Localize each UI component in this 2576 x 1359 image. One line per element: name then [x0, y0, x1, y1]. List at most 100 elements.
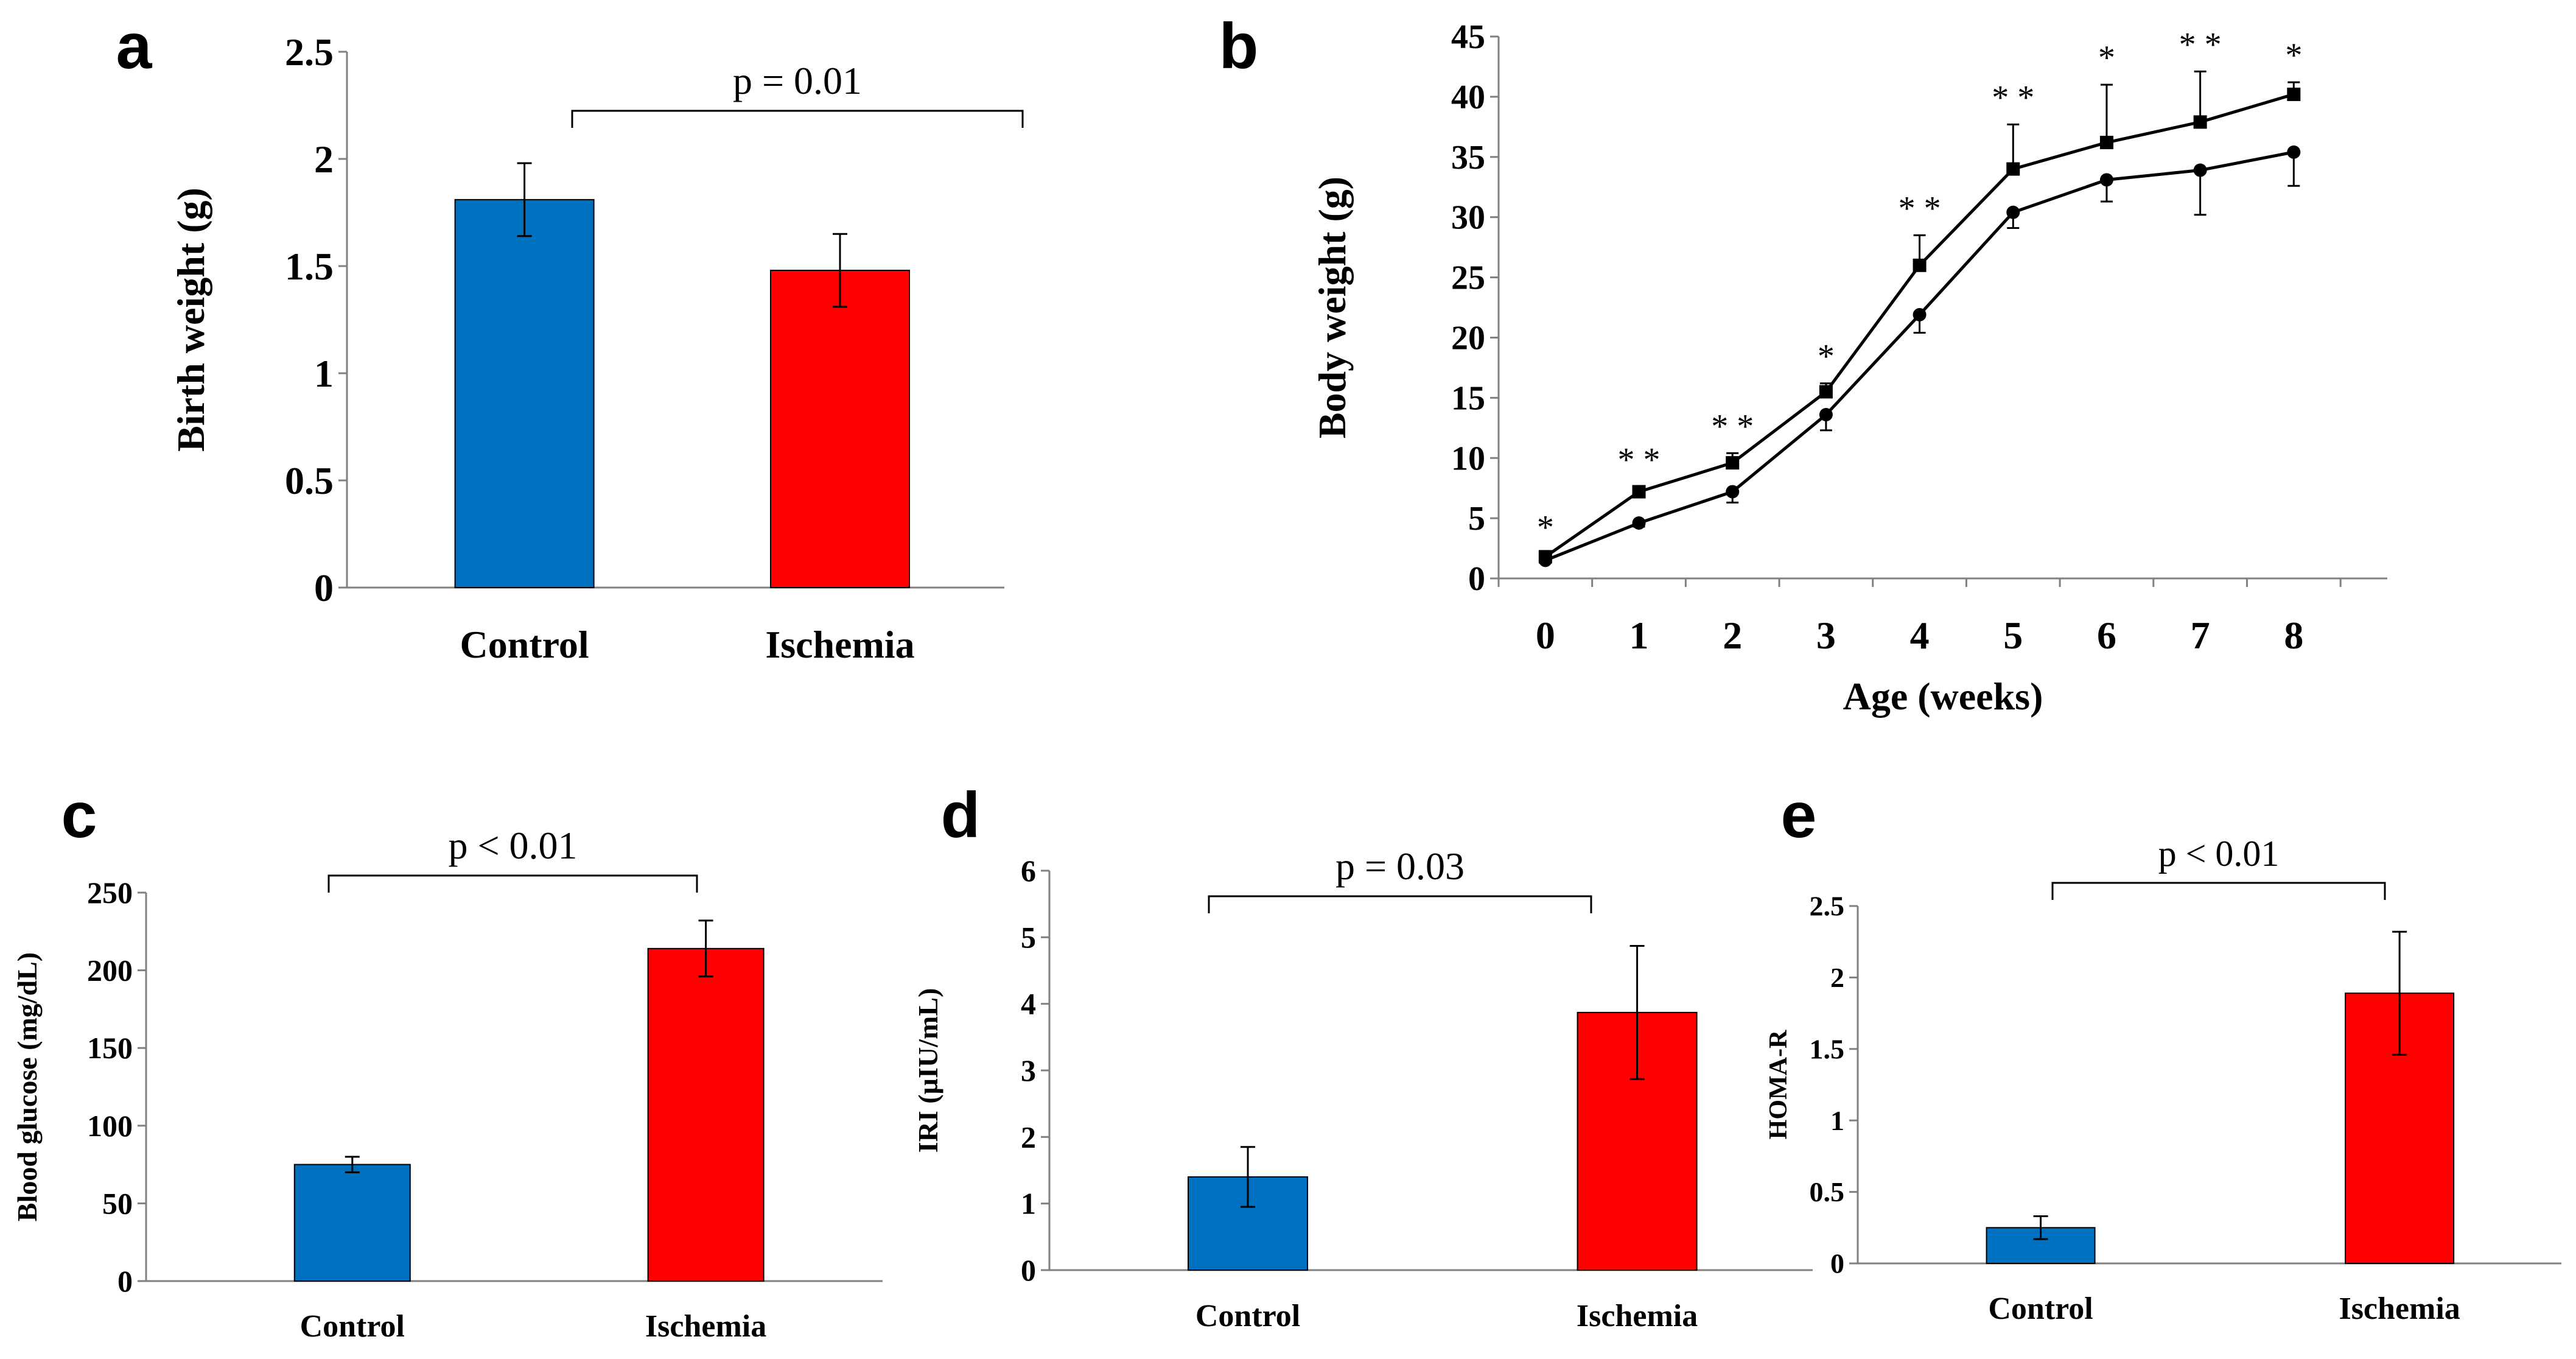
significance-marker: * * — [1711, 407, 1754, 445]
y-tick-label: 0 — [1021, 1253, 1036, 1287]
data-point-control — [2006, 162, 2020, 176]
significance-bracket — [327, 874, 698, 893]
significance-marker: * — [1537, 508, 1554, 546]
bar-control — [454, 198, 595, 588]
x-tick-label: 6 — [2097, 614, 2116, 657]
y-tick-label: 15 — [1451, 379, 1485, 417]
y-tick-label: 35 — [1451, 139, 1485, 177]
y-tick-label: 1 — [1021, 1187, 1036, 1221]
category-label: Ischemia — [2339, 1291, 2460, 1326]
data-point-control — [2193, 115, 2207, 129]
significance-marker: * — [1818, 338, 1835, 376]
data-point-control — [2099, 136, 2113, 150]
p-value-annotation: p < 0.01 — [448, 824, 577, 867]
x-tick-label: 4 — [1910, 614, 1930, 657]
data-point-ischemia — [1632, 516, 1646, 530]
x-tick-label: 7 — [2191, 614, 2210, 657]
y-tick-label: 1 — [1830, 1105, 1844, 1136]
y-tick-label: 150 — [87, 1031, 133, 1065]
y-tick-label: 0 — [117, 1264, 133, 1298]
data-point-control — [1632, 485, 1646, 499]
chart-panel-e: e 0 0.5 1 1.5 2 2.5 HOMA-R Control Ischemia p < 0.… — [1765, 779, 2561, 1326]
y-axis-label: HOMA-R — [1765, 1030, 1793, 1139]
y-tick-label: 4 — [1021, 987, 1036, 1021]
y-tick-label: 2 — [1021, 1120, 1036, 1154]
category-label: Control — [1988, 1291, 2093, 1326]
bar-control — [293, 1164, 411, 1282]
y-tick-label: 0.5 — [1810, 1176, 1845, 1207]
y-tick-label: 50 — [102, 1186, 133, 1220]
bar-ischemia — [647, 947, 765, 1282]
y-tick-label: 3 — [1021, 1053, 1036, 1087]
significance-marker: * * — [2179, 26, 2222, 63]
data-point-ischemia — [2193, 163, 2207, 177]
significance-marker: * — [2285, 37, 2302, 74]
data-point-ischemia — [1538, 553, 1552, 567]
x-tick-label: 3 — [1816, 614, 1836, 657]
y-tick-label: 30 — [1451, 199, 1485, 237]
y-tick-label: 40 — [1451, 79, 1485, 116]
y-tick-label: 1 — [314, 352, 334, 395]
x-tick-label: 0 — [1536, 614, 1555, 657]
category-label: Control — [300, 1309, 405, 1344]
chart-panel-c: c 0 50 100 150 200 250 Blood glucose (mg/dL) Con… — [12, 779, 883, 1344]
y-tick-label: 2 — [314, 138, 334, 181]
y-tick-label: 10 — [1451, 440, 1485, 477]
y-tick-label: 250 — [87, 876, 133, 910]
data-point-control — [1913, 258, 1927, 272]
data-point-control — [1726, 456, 1740, 470]
y-axis-label: Birth weight (g) — [169, 188, 212, 452]
significance-bracket — [2051, 882, 2386, 900]
y-tick-label: 0 — [314, 566, 334, 609]
bar-control — [1188, 1176, 1309, 1271]
y-tick-label: 200 — [87, 953, 133, 988]
y-tick-label: 1.5 — [1810, 1033, 1845, 1064]
y-tick-label: 0 — [1468, 560, 1485, 598]
data-point-control — [2287, 87, 2301, 101]
x-tick-label: 2 — [1723, 614, 1742, 657]
panel-letter: b — [1219, 10, 1259, 82]
data-point-control — [1819, 385, 1833, 399]
panel-letter: a — [116, 10, 153, 82]
y-tick-label: 100 — [87, 1109, 133, 1143]
y-axis-label: Blood glucose (mg/dL) — [12, 952, 43, 1221]
category-label: Ischemia — [1577, 1299, 1698, 1333]
panel-letter: c — [61, 779, 97, 851]
y-tick-label: 5 — [1468, 500, 1485, 538]
category-label: Control — [460, 623, 589, 666]
x-axis-label: Age (weeks) — [1843, 675, 2043, 718]
significance-bracket — [1208, 895, 1592, 913]
data-point-ischemia — [2099, 173, 2113, 187]
y-axis-label: Body weight (g) — [1311, 177, 1354, 438]
panel-letter: d — [941, 779, 981, 851]
x-tick-label: 5 — [2003, 614, 2023, 657]
significance-marker: * * — [1992, 79, 2034, 116]
data-point-ischemia — [1913, 307, 1927, 321]
category-label: Ischemia — [645, 1309, 766, 1344]
y-tick-label: 0 — [1830, 1248, 1844, 1279]
chart-panel-d: d 0 1 2 3 4 5 6 IRI (µIU/mL) Control Ischemia p = 0… — [912, 779, 1813, 1333]
data-point-ischemia — [2006, 205, 2020, 219]
y-tick-label: 6 — [1021, 854, 1036, 888]
data-point-ischemia — [2287, 145, 2301, 159]
y-tick-label: 1.5 — [285, 245, 334, 288]
bar-ischemia — [770, 270, 910, 589]
y-tick-label: 5 — [1021, 920, 1036, 954]
data-point-ischemia — [1819, 408, 1833, 422]
significance-marker: * * — [1899, 189, 1941, 227]
p-value-annotation: p < 0.01 — [2158, 834, 2280, 874]
y-tick-label: 2 — [1830, 962, 1844, 993]
y-tick-label: 2.5 — [285, 30, 334, 74]
y-tick-label: 20 — [1451, 319, 1485, 357]
y-tick-label: 2.5 — [1810, 891, 1845, 922]
significance-bracket — [571, 110, 1024, 128]
panel-letter: e — [1781, 779, 1817, 851]
y-tick-label: 25 — [1451, 259, 1485, 297]
significance-marker: * — [2098, 39, 2115, 77]
x-tick-label: 1 — [1629, 614, 1649, 657]
data-point-ischemia — [1726, 485, 1740, 499]
x-tick-label: 8 — [2284, 614, 2303, 657]
p-value-annotation: p = 0.03 — [1335, 845, 1465, 888]
y-tick-label: 45 — [1451, 18, 1485, 56]
